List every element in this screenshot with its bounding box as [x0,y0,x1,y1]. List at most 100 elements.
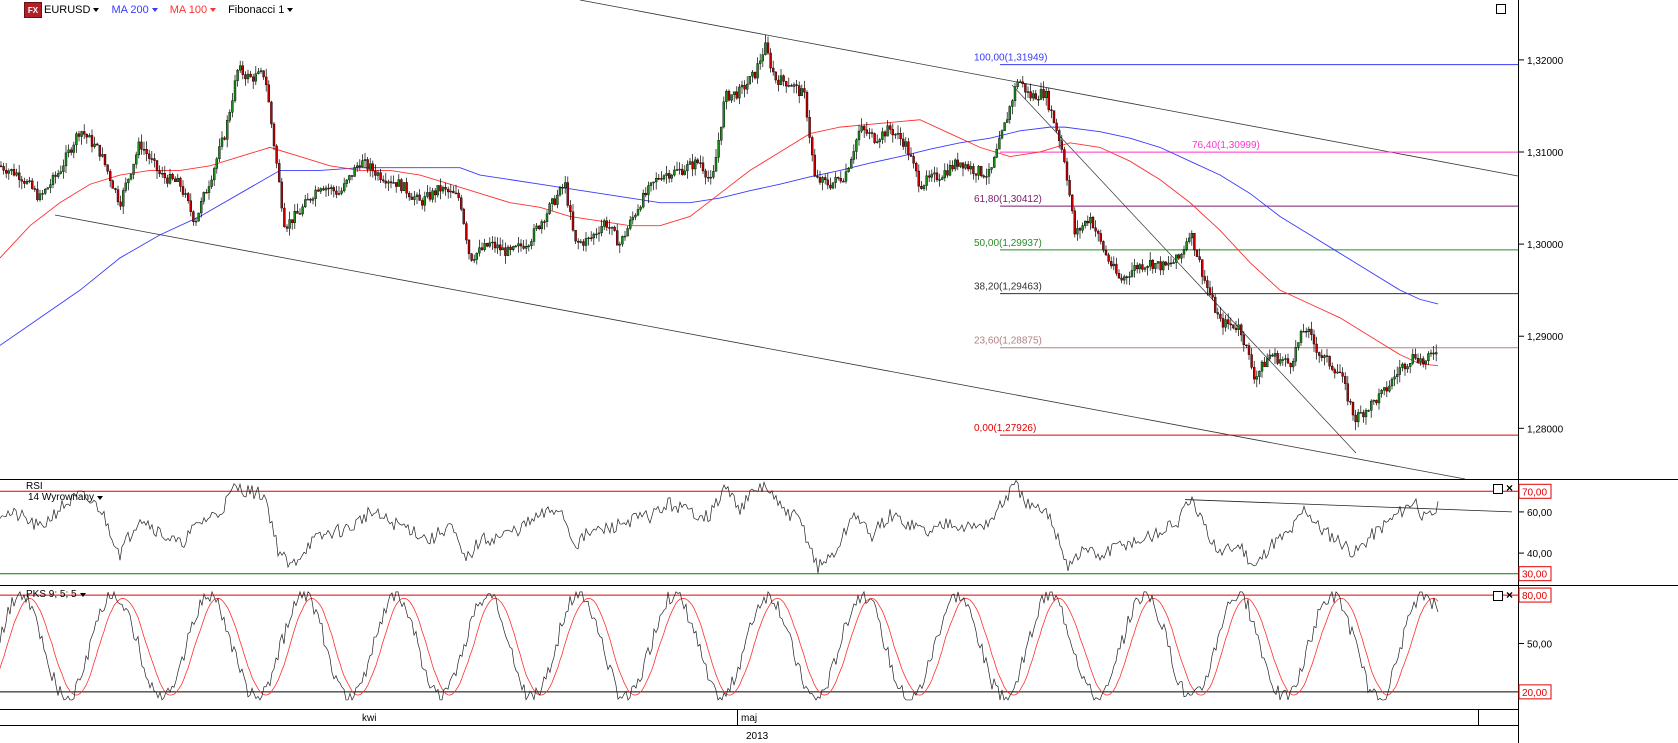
candle [241,61,245,80]
candle-body [106,164,109,172]
candle [231,92,234,118]
candle [480,242,484,251]
candle-body [1336,371,1339,374]
candle-body [714,157,718,172]
fibonacci-level-label: 76,40(1,30999) [1192,140,1260,151]
ma100-selector[interactable]: MA 100 [170,4,217,16]
stoch-maximize-button[interactable] [1493,591,1503,601]
candle [964,161,967,170]
candle-body [1208,287,1212,295]
candle [564,175,567,194]
candle [1354,409,1357,431]
rsi-subtitle[interactable]: 14 Wyrownany [28,492,104,503]
candle [1044,88,1048,106]
candle-body [480,247,484,250]
candle-body [1401,363,1404,368]
candle-body [798,85,801,96]
candle [535,223,538,232]
candle-body [753,71,757,79]
candle [1403,362,1407,376]
candle-body [296,210,299,214]
candle [668,169,671,183]
candle-body [522,245,525,249]
candle [31,177,34,190]
candle-body [1250,354,1253,368]
candle [1109,256,1113,269]
candle [246,69,250,84]
candle-body [509,246,512,250]
candle [1135,262,1139,274]
candle [720,126,723,146]
candle [418,189,421,201]
candle [993,155,996,169]
candle-body [990,167,993,170]
candle [670,173,673,183]
candle-body [582,241,585,246]
candle-body [1102,241,1105,251]
candle-body [1380,389,1383,394]
candle-body [25,180,29,184]
candle [171,172,174,181]
candle-body [1091,217,1095,229]
candle-body [132,163,135,175]
candle [491,236,494,250]
candle-body [1096,230,1100,234]
rsi-maximize-button[interactable] [1493,484,1503,494]
candle-body [1245,344,1248,347]
candle [1120,273,1123,284]
candle-body [618,243,621,246]
chevron-down-icon [97,495,104,500]
candle [603,218,606,231]
candle-body [540,221,543,230]
candle [837,176,840,181]
candle-body [613,226,616,231]
rsi-close-button[interactable]: × [1506,481,1514,495]
candle-body [891,129,894,136]
candle-body [1434,352,1438,355]
candle-body [223,137,226,140]
candle-body [1328,356,1331,367]
candle-body [361,160,364,168]
ma200-line [0,126,1439,346]
candle [337,186,341,196]
candle-body [314,189,317,200]
candle-body [376,172,380,176]
candle-body [644,192,647,196]
candle-body [564,182,567,189]
candle [1019,79,1022,84]
fibonacci-selector[interactable]: Fibonacci 1 [228,4,294,16]
candle [1268,349,1272,361]
candle [405,177,408,199]
stoch-close-button[interactable]: × [1506,588,1514,602]
stoch-title-selector[interactable]: PKS 9; 5; 5 [26,589,86,600]
candle [574,229,577,244]
ma200-label: MA 200 [111,4,149,16]
candle-body [1109,261,1113,267]
symbol-selector[interactable]: EURUSD [44,4,100,16]
candle-body [327,187,330,190]
candle-body [275,145,278,164]
candle [863,124,866,139]
candle-body [1122,276,1126,281]
price-maximize-button[interactable] [1496,4,1506,14]
candle-body [127,178,130,184]
candle-body [1180,253,1183,259]
candle-body [428,192,432,200]
candle-body [1182,249,1186,255]
candle [1094,220,1097,237]
candle [821,175,824,191]
ma200-selector[interactable]: MA 200 [111,4,158,16]
candle [379,168,382,183]
candle [1198,248,1201,263]
stoch-title: PKS 9; 5; 5 [26,589,77,600]
candle-body [964,164,967,169]
candle [522,239,525,250]
candle [1011,99,1014,115]
candle-body [1372,399,1376,402]
candle-body [818,177,822,183]
candle [657,173,660,181]
candle-body [551,198,554,204]
candle [356,162,359,172]
candle-body [954,159,957,170]
candle [426,184,429,199]
